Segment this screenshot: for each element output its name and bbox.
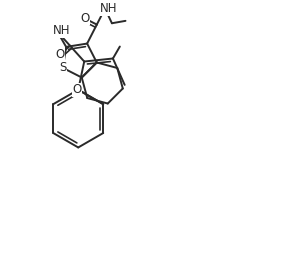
Text: S: S (59, 61, 66, 74)
Text: NH: NH (52, 24, 70, 37)
Text: O: O (80, 12, 89, 25)
Text: NH: NH (100, 2, 117, 15)
Text: O: O (55, 49, 64, 61)
Text: O: O (72, 83, 82, 96)
